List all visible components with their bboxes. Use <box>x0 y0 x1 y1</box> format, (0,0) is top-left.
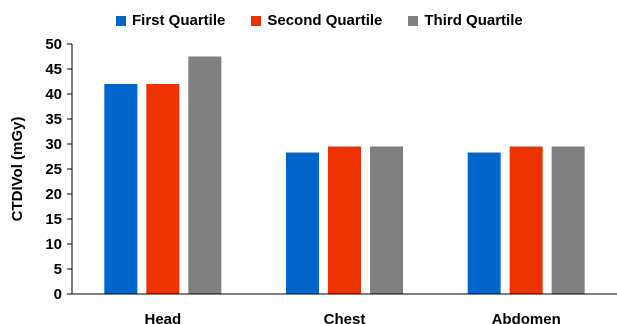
legend-swatch-first-quartile <box>116 15 126 26</box>
legend-item-first-quartile: First Quartile <box>116 12 225 29</box>
legend-label-first-quartile: First Quartile <box>132 12 226 29</box>
bars <box>104 56 585 294</box>
legend-label-third-quartile: Third Quartile <box>424 12 523 29</box>
y-tick-label: 20 <box>45 186 62 203</box>
bar-abdomen-second-quartile <box>509 146 543 294</box>
legend-item-third-quartile: Third Quartile <box>408 12 523 29</box>
x-category-label: Head <box>144 311 181 324</box>
y-tick-label: 30 <box>45 136 62 153</box>
bar-head-second-quartile <box>146 84 180 294</box>
bar-chest-first-quartile <box>286 152 319 294</box>
y-tick-label: 45 <box>45 61 62 78</box>
bar-abdomen-first-quartile <box>467 152 501 294</box>
y-tick-label: 40 <box>45 86 62 103</box>
y-tick-label: 35 <box>45 111 62 128</box>
bar-head-third-quartile <box>188 56 222 294</box>
y-tick-label: 0 <box>54 286 62 303</box>
legend-swatch-third-quartile <box>408 15 419 26</box>
legend-label-second-quartile: Second Quartile <box>267 12 383 29</box>
chart-legend: First Quartile Second Quartile Third Qua… <box>116 12 549 29</box>
bar-chest-second-quartile <box>328 146 361 294</box>
y-tick-label: 50 <box>45 36 62 53</box>
x-category-label: Chest <box>324 311 366 324</box>
bar-chest-third-quartile <box>370 146 403 294</box>
legend-item-second-quartile: Second Quartile <box>251 12 382 29</box>
y-tick-label: 5 <box>54 261 62 278</box>
legend-swatch-second-quartile <box>251 15 262 26</box>
y-axis-label: CTDIVol (mGy) <box>9 117 26 222</box>
y-tick-label: 15 <box>45 211 62 228</box>
y-tick-label: 25 <box>45 161 62 178</box>
y-axis: 0 5 10 15 20 25 30 35 40 45 50 <box>45 36 73 303</box>
x-axis: Head Chest Abdomen <box>72 293 617 324</box>
bar-head-first-quartile <box>104 84 138 294</box>
y-tick-label: 10 <box>45 236 62 253</box>
bar-abdomen-third-quartile <box>551 146 585 294</box>
x-category-label: Abdomen <box>492 311 561 324</box>
